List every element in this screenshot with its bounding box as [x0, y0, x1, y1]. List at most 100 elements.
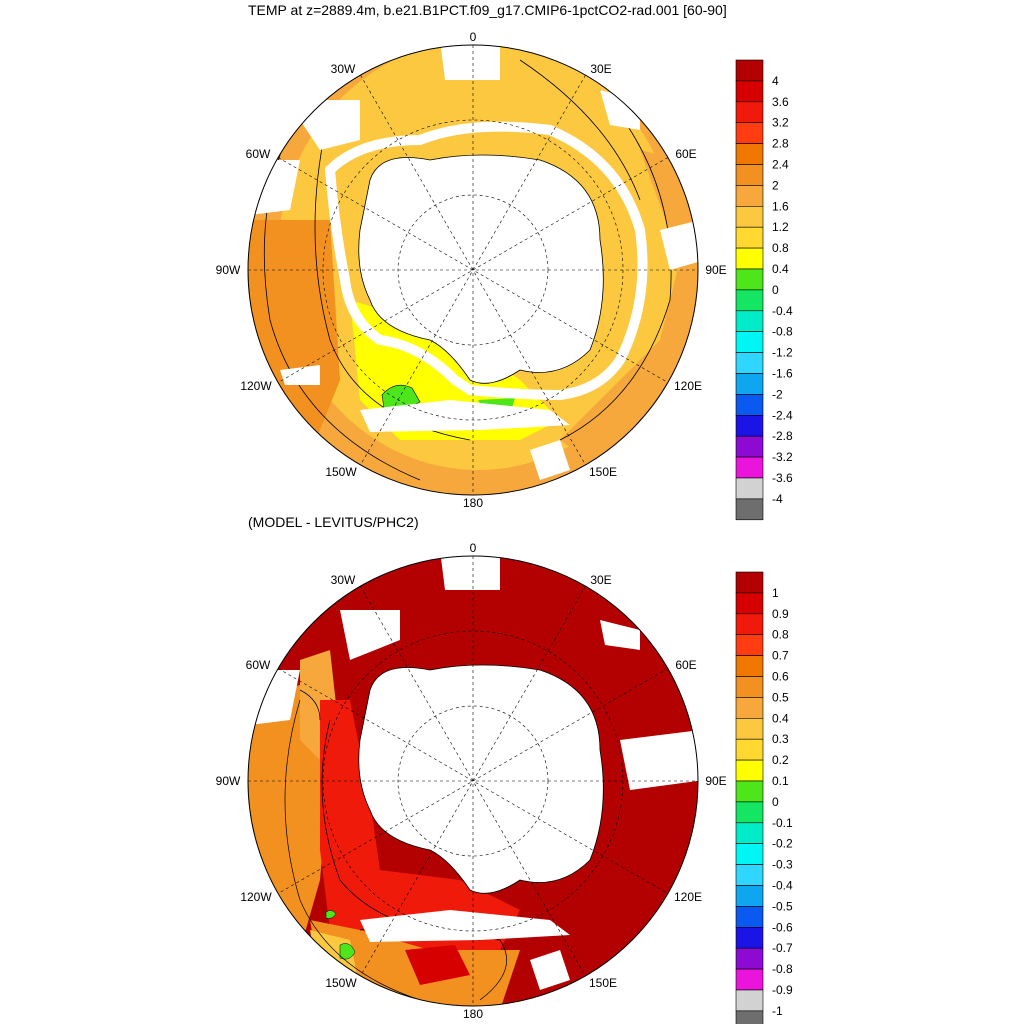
south-red-patch	[405, 945, 470, 985]
colorbar-tick-label: -0.6	[772, 920, 793, 934]
map-boundary	[247, 44, 699, 496]
lon-label-120e: 120E	[674, 379, 702, 393]
colorbar-swatch	[735, 780, 764, 803]
colorbar-tick-label: -0.8	[772, 325, 793, 339]
lon-label-150e: 150E	[589, 465, 617, 479]
lon-label-90e: 90E	[705, 263, 726, 277]
colorbar-tick-label: -4	[772, 492, 783, 506]
colorbar-swatch	[735, 655, 764, 677]
lon-label-60e: 60E	[675, 147, 696, 161]
colorbar-tick-label: 1.6	[772, 199, 789, 213]
colorbar-swatch	[735, 59, 764, 82]
colorbar-tick-label: 1	[772, 586, 779, 600]
land-mask-west	[280, 365, 320, 385]
lon-label-150w: 150W	[325, 465, 357, 479]
colorbar-tick-label: -1.2	[772, 346, 793, 360]
land-mask-north	[440, 556, 500, 590]
lon-label-30w: 30W	[331, 573, 356, 587]
colorbar-swatch	[735, 926, 764, 949]
colorbar-swatch	[735, 414, 764, 437]
colorbar-tick-label: 0.8	[772, 241, 789, 255]
colorbar-swatch	[735, 613, 764, 635]
green-patch-small	[325, 910, 337, 919]
colorbar-swatch	[735, 968, 764, 991]
lon-label-60w: 60W	[246, 658, 271, 672]
antarctica-landmass	[358, 154, 604, 384]
colorbar-tick-label: -0.7	[772, 941, 793, 955]
colorbar-swatch	[735, 906, 764, 928]
colorbar-tick-label: 0.9	[772, 607, 789, 621]
colorbar-swatch	[735, 498, 764, 521]
colorbar-swatch	[735, 759, 764, 782]
lon-label-90e: 90E	[705, 774, 726, 788]
difference-polar-map: 0 30E 60E 90E 120E 150E 180 150W 120W 90…	[216, 541, 727, 1021]
colorbar-swatch	[735, 822, 764, 844]
lon-label-120w: 120W	[240, 890, 272, 904]
colorbar-tick-label: 2.4	[772, 158, 789, 172]
colorbar-tick-label: -2.8	[772, 429, 793, 443]
colorbar-tick-label: -2.4	[772, 408, 793, 422]
contour-line	[299, 689, 321, 721]
colorbar-tick-label: -2	[772, 387, 783, 401]
antarctica-landmass	[358, 664, 604, 894]
colorbar-swatch	[735, 352, 764, 374]
lon-label-120w: 120W	[240, 379, 272, 393]
contour-line	[284, 699, 421, 1001]
lon-label-30e: 30E	[590, 62, 611, 76]
lon-label-90w: 90W	[216, 774, 241, 788]
colorbar-tick-label: -1	[772, 1004, 783, 1018]
colorbar-swatch	[735, 143, 764, 165]
difference-colorbar: 1 0.9 0.8 0.7 0.6 0.5 0.4 0.3 0.2 0.1 0 -0.1 -0.2 -0.…	[735, 571, 793, 1024]
colorbar-tick-label: -0.1	[772, 816, 793, 830]
colorbar-swatch	[735, 989, 764, 1012]
colorbar-tick-label: -0.5	[772, 899, 793, 913]
colorbar-swatch	[735, 456, 764, 479]
lon-label-30w: 30W	[331, 62, 356, 76]
colorbar-swatch	[735, 676, 764, 698]
colorbar-tick-label: -0.2	[772, 837, 793, 851]
colorbar-swatch	[735, 885, 764, 907]
colorbar-tick-label: 3.6	[772, 95, 789, 109]
colorbar-swatch	[735, 185, 764, 207]
lon-label-150e: 150E	[589, 976, 617, 990]
colorbar-tick-label: -0.8	[772, 962, 793, 976]
colorbar-tick-label: 4	[772, 74, 779, 88]
land-mask-north	[440, 45, 500, 80]
colorbar-tick-label: 0.7	[772, 649, 789, 663]
lon-label-180: 180	[463, 1007, 483, 1021]
colorbar-tick-label: -0.4	[772, 879, 793, 893]
land-mask-northwest	[340, 610, 400, 660]
colorbar-swatch	[735, 310, 764, 332]
lon-label-150w: 150W	[325, 976, 357, 990]
top-colorbar: 4 3.6 3.2 2.8 2.4 2 1.6 1.2 0.8 0.4 0 -0.4 -0.8 -1.2 -…	[735, 59, 793, 521]
colorbar-tick-label: 2.8	[772, 137, 789, 151]
ross-ice-shelf-mask	[360, 400, 570, 432]
colorbar-swatch	[735, 373, 764, 395]
colorbar-swatch	[735, 477, 764, 500]
colorbar-swatch	[735, 268, 764, 291]
colorbar-tick-label: 1.2	[772, 220, 789, 234]
land-mask-edge	[324, 121, 648, 401]
colorbar-tick-label: 0.4	[772, 711, 789, 725]
colorbar-tick-label: 0	[772, 795, 779, 809]
land-mask-northeast	[600, 620, 640, 650]
colorbar-swatch	[735, 247, 764, 270]
colorbar-swatch	[735, 592, 764, 615]
colorbar-swatch	[735, 206, 764, 228]
colorbar-swatch	[735, 801, 764, 824]
land-mask-southeast	[530, 950, 570, 990]
map-boundary	[247, 555, 699, 1007]
colorbar-tick-label: 0.5	[772, 690, 789, 704]
colorbar-swatch	[735, 164, 764, 186]
colorbar-swatch	[735, 80, 764, 103]
top-map-title: TEMP at z=2889.4m, b.e21.B1PCT.f09_g17.C…	[248, 2, 727, 18]
colorbar-swatch	[735, 435, 764, 458]
colorbar-swatch	[735, 571, 764, 594]
lon-label-60e: 60E	[675, 658, 696, 672]
lon-label-180: 180	[463, 496, 483, 510]
contour-line	[559, 89, 672, 441]
colorbar-swatch	[735, 697, 764, 719]
ross-ice-shelf-mask	[360, 910, 570, 942]
colorbar-tick-label: -0.3	[772, 858, 793, 872]
